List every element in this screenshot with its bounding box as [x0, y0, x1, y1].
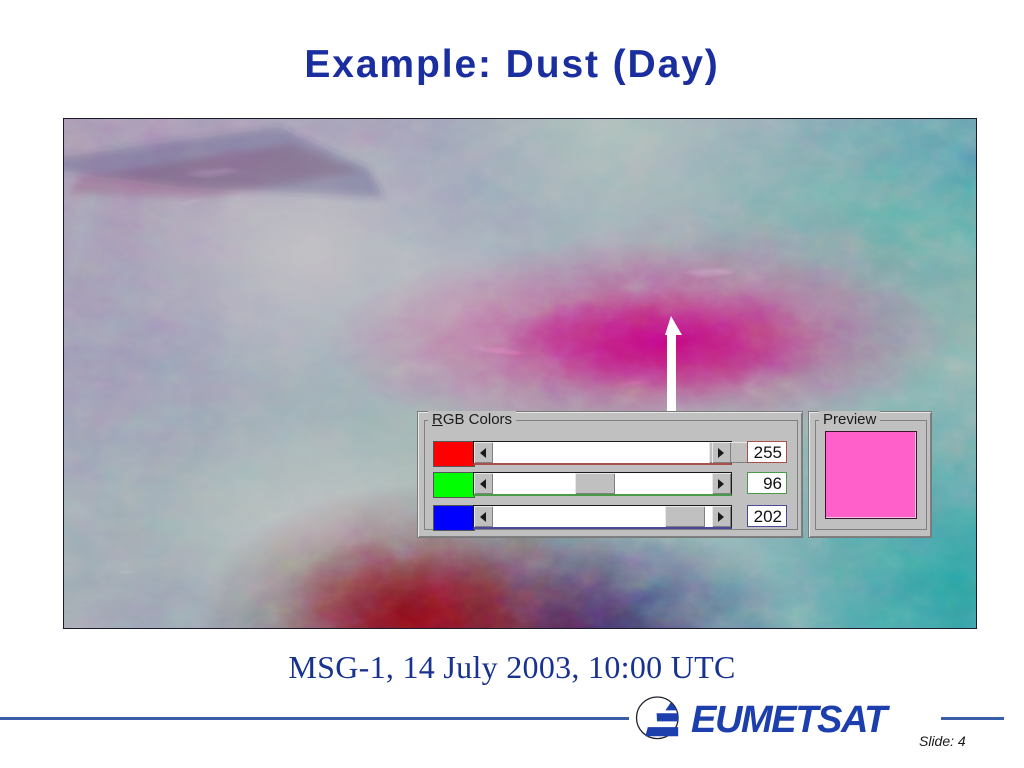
svg-text:EUMETSAT: EUMETSAT	[691, 699, 890, 740]
